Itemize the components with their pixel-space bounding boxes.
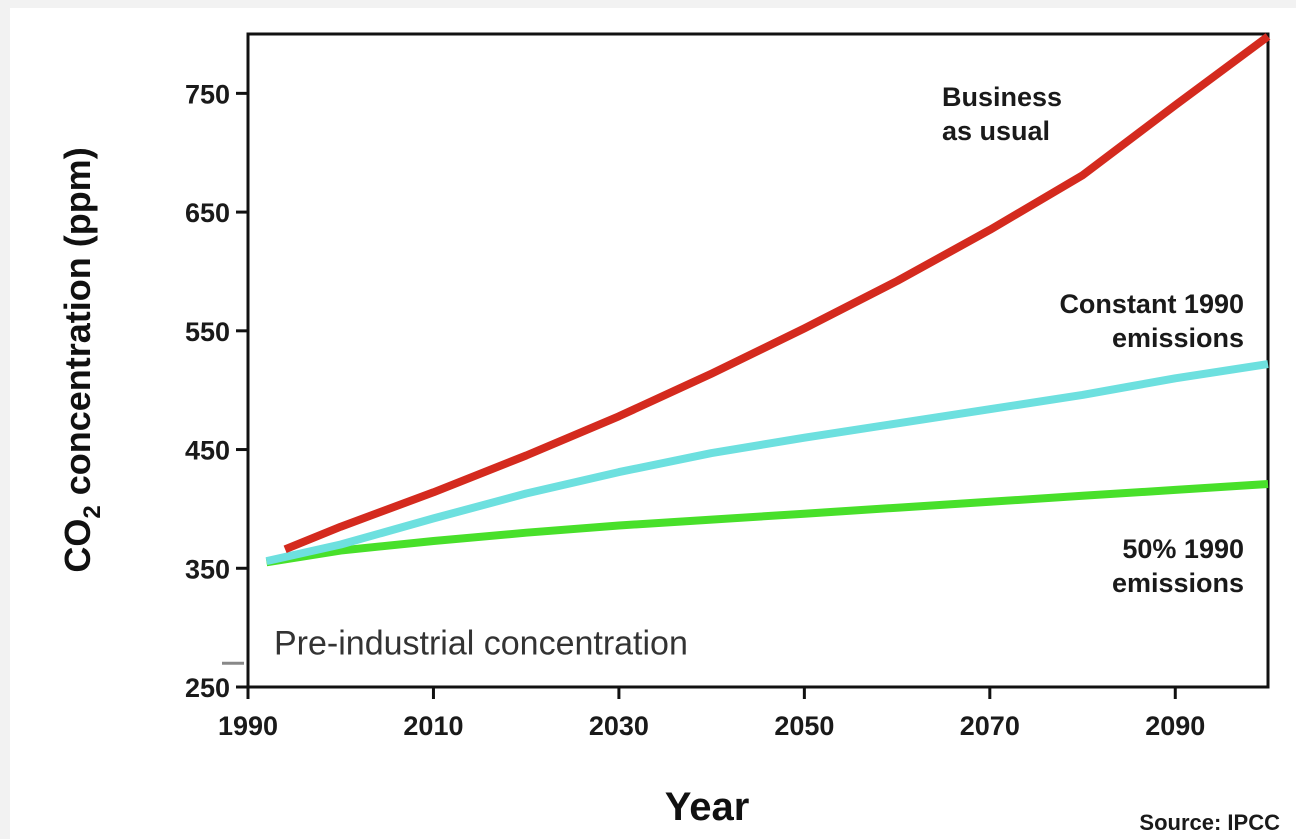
- y-axis-title-main: CO: [57, 519, 98, 573]
- x-tick-label: 2070: [960, 711, 1020, 741]
- source-credit: Source: IPCC: [1139, 810, 1280, 835]
- series-line-0: [283, 33, 1271, 554]
- x-tick-label: 2090: [1145, 711, 1205, 741]
- y-tick-label: 250: [185, 673, 230, 703]
- x-tick-label: 2050: [774, 711, 834, 741]
- series-line-1: [265, 360, 1269, 566]
- co2-concentration-chart: 250 350 450 550 650 750 1990 2010 2030 2050 2070 2…: [57, 32, 1280, 835]
- plot-area-frame: [246, 32, 1270, 689]
- pre-industrial-label: Pre-industrial concentration: [274, 624, 688, 662]
- series-label-1-line-0: Constant 1990: [1059, 289, 1244, 319]
- series-label-0-line-0: Business: [942, 82, 1062, 112]
- y-axis-title: CO2 concentration (ppm): [57, 147, 106, 572]
- annotations: Pre-industrial concentration: [222, 624, 688, 665]
- y-tick-label: 350: [185, 554, 230, 584]
- series-lines: [265, 33, 1271, 567]
- y-tick-label: 550: [185, 317, 230, 347]
- series-label-0-line-1: as usual: [942, 116, 1050, 146]
- series-label-2-line-0: 50% 1990: [1122, 534, 1244, 564]
- series-line-2: [265, 480, 1269, 567]
- y-axis-title-subscript: 2: [79, 505, 106, 518]
- y-tick-label: 450: [185, 436, 230, 466]
- x-tick-label: 1990: [218, 711, 278, 741]
- x-axis-ticks: 1990 2010 2030 2050 2070 2090: [218, 687, 1205, 741]
- chart-card: 250 350 450 550 650 750 1990 2010 2030 2050 2070 2…: [10, 8, 1296, 839]
- y-tick-label: 750: [185, 79, 230, 109]
- y-axis-ticks: 250 350 450 550 650 750: [185, 79, 248, 703]
- x-axis-title: Year: [665, 785, 750, 829]
- x-tick-label: 2010: [403, 711, 463, 741]
- y-axis-title-rest: concentration (ppm): [57, 147, 98, 505]
- series-label-1-line-1: emissions: [1112, 323, 1244, 353]
- y-tick-label: 650: [185, 198, 230, 228]
- series-label-2-line-1: emissions: [1112, 568, 1244, 598]
- x-tick-label: 2030: [589, 711, 649, 741]
- series-labels: Business as usual Constant 1990 emissions 50…: [942, 82, 1244, 598]
